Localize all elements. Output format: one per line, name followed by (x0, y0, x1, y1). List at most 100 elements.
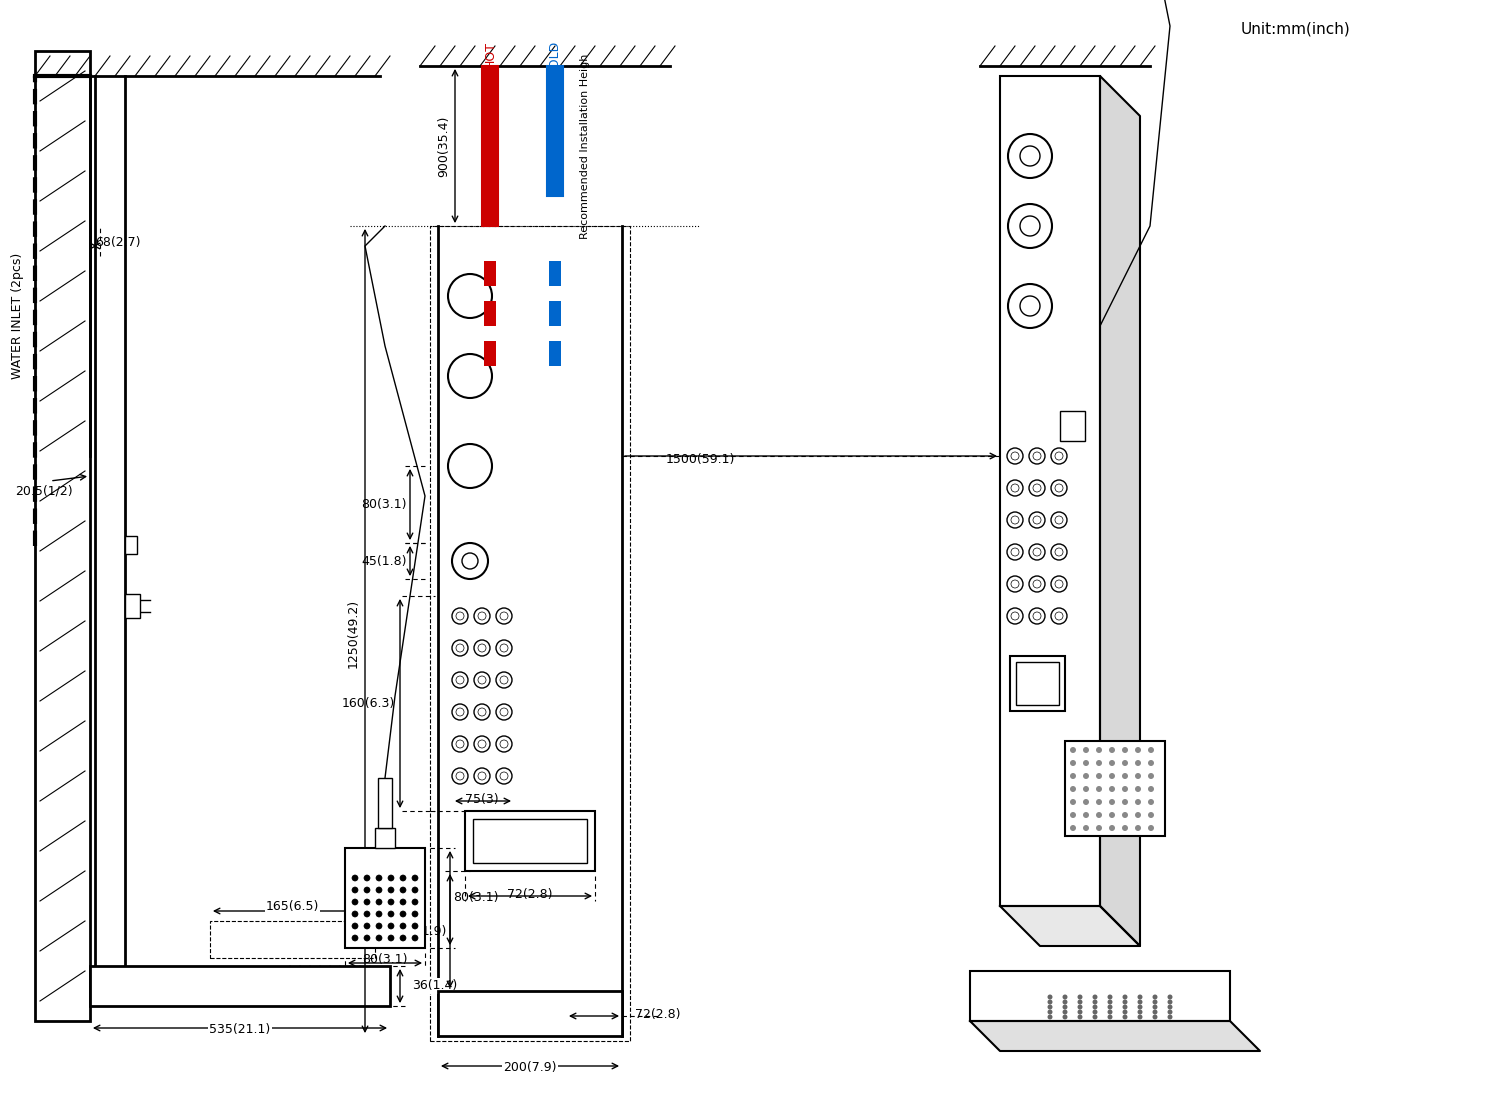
Circle shape (1077, 1000, 1083, 1005)
Bar (465, 811, 596, 871)
Circle shape (1122, 799, 1128, 804)
Circle shape (1070, 786, 1076, 792)
Text: 80(3.1): 80(3.1) (453, 891, 498, 904)
Circle shape (1029, 448, 1045, 464)
Circle shape (1108, 825, 1114, 831)
Circle shape (452, 640, 468, 657)
Circle shape (1122, 773, 1128, 779)
Circle shape (1008, 134, 1052, 178)
Circle shape (474, 608, 490, 624)
Circle shape (478, 644, 486, 652)
Circle shape (456, 708, 464, 716)
Bar (438, 991, 622, 1036)
Circle shape (1148, 747, 1154, 753)
Circle shape (352, 923, 358, 929)
Circle shape (474, 672, 490, 688)
Circle shape (474, 640, 490, 657)
Circle shape (352, 935, 358, 941)
Circle shape (352, 875, 358, 881)
Circle shape (1152, 1005, 1158, 1009)
Circle shape (364, 899, 370, 905)
Circle shape (413, 887, 419, 893)
Circle shape (1108, 799, 1114, 804)
Circle shape (1047, 994, 1053, 1000)
Circle shape (1096, 773, 1102, 779)
Circle shape (364, 875, 370, 881)
Circle shape (1148, 773, 1154, 779)
Circle shape (456, 676, 464, 684)
Text: 68(2.7): 68(2.7) (94, 236, 141, 249)
Circle shape (1020, 146, 1040, 165)
Circle shape (1034, 612, 1041, 620)
Circle shape (1029, 608, 1045, 624)
Circle shape (1148, 760, 1154, 766)
Circle shape (1020, 216, 1040, 236)
Circle shape (1034, 516, 1041, 524)
Circle shape (1034, 548, 1041, 556)
Circle shape (1137, 1009, 1143, 1015)
Bar (549, 261, 561, 286)
Circle shape (1136, 786, 1142, 792)
Circle shape (1062, 1015, 1068, 1019)
Bar (430, 226, 630, 1041)
Text: 145(5.7): 145(5.7) (483, 823, 537, 836)
Bar (549, 301, 561, 326)
Circle shape (1047, 1000, 1053, 1005)
Bar (124, 594, 140, 618)
Circle shape (1029, 544, 1045, 560)
Circle shape (1122, 747, 1128, 753)
Bar (375, 827, 394, 848)
Circle shape (1047, 1015, 1053, 1019)
Circle shape (1122, 760, 1128, 766)
Bar (484, 301, 496, 326)
Circle shape (413, 935, 419, 941)
Circle shape (1029, 512, 1045, 528)
Circle shape (1122, 1000, 1128, 1005)
Circle shape (364, 887, 370, 893)
Text: 200(7.9): 200(7.9) (503, 1061, 556, 1074)
Circle shape (388, 923, 394, 929)
Circle shape (1096, 760, 1102, 766)
Bar (482, 66, 498, 226)
Circle shape (1122, 1005, 1128, 1009)
Bar (345, 848, 424, 948)
Circle shape (1070, 812, 1076, 818)
Circle shape (1062, 1000, 1068, 1005)
Circle shape (376, 935, 382, 941)
Circle shape (413, 923, 419, 929)
Circle shape (1011, 452, 1019, 460)
Bar (1065, 741, 1166, 836)
Text: 80(3.1): 80(3.1) (362, 498, 407, 511)
Circle shape (1148, 786, 1154, 792)
Circle shape (1107, 994, 1113, 1000)
Circle shape (1083, 812, 1089, 818)
Bar (548, 66, 562, 196)
Circle shape (456, 772, 464, 780)
Circle shape (413, 875, 419, 881)
Circle shape (1054, 452, 1064, 460)
Circle shape (1096, 825, 1102, 831)
Circle shape (400, 923, 406, 929)
Circle shape (1008, 204, 1052, 248)
Circle shape (1083, 786, 1089, 792)
Circle shape (474, 704, 490, 720)
Polygon shape (1000, 906, 1140, 946)
Circle shape (1034, 484, 1041, 492)
Circle shape (500, 740, 508, 747)
Circle shape (1167, 994, 1173, 1000)
Bar (484, 261, 496, 286)
Circle shape (1011, 580, 1019, 587)
Text: HOT: HOT (483, 41, 496, 68)
Circle shape (478, 612, 486, 620)
Circle shape (1148, 812, 1154, 818)
Circle shape (1167, 1000, 1173, 1005)
Circle shape (456, 612, 464, 620)
Circle shape (496, 704, 512, 720)
Circle shape (1077, 1015, 1083, 1019)
Circle shape (1137, 1005, 1143, 1009)
Circle shape (1070, 760, 1076, 766)
Circle shape (1107, 1000, 1113, 1005)
Text: 48(1.9): 48(1.9) (402, 925, 447, 937)
Circle shape (474, 768, 490, 784)
Circle shape (1052, 576, 1066, 592)
